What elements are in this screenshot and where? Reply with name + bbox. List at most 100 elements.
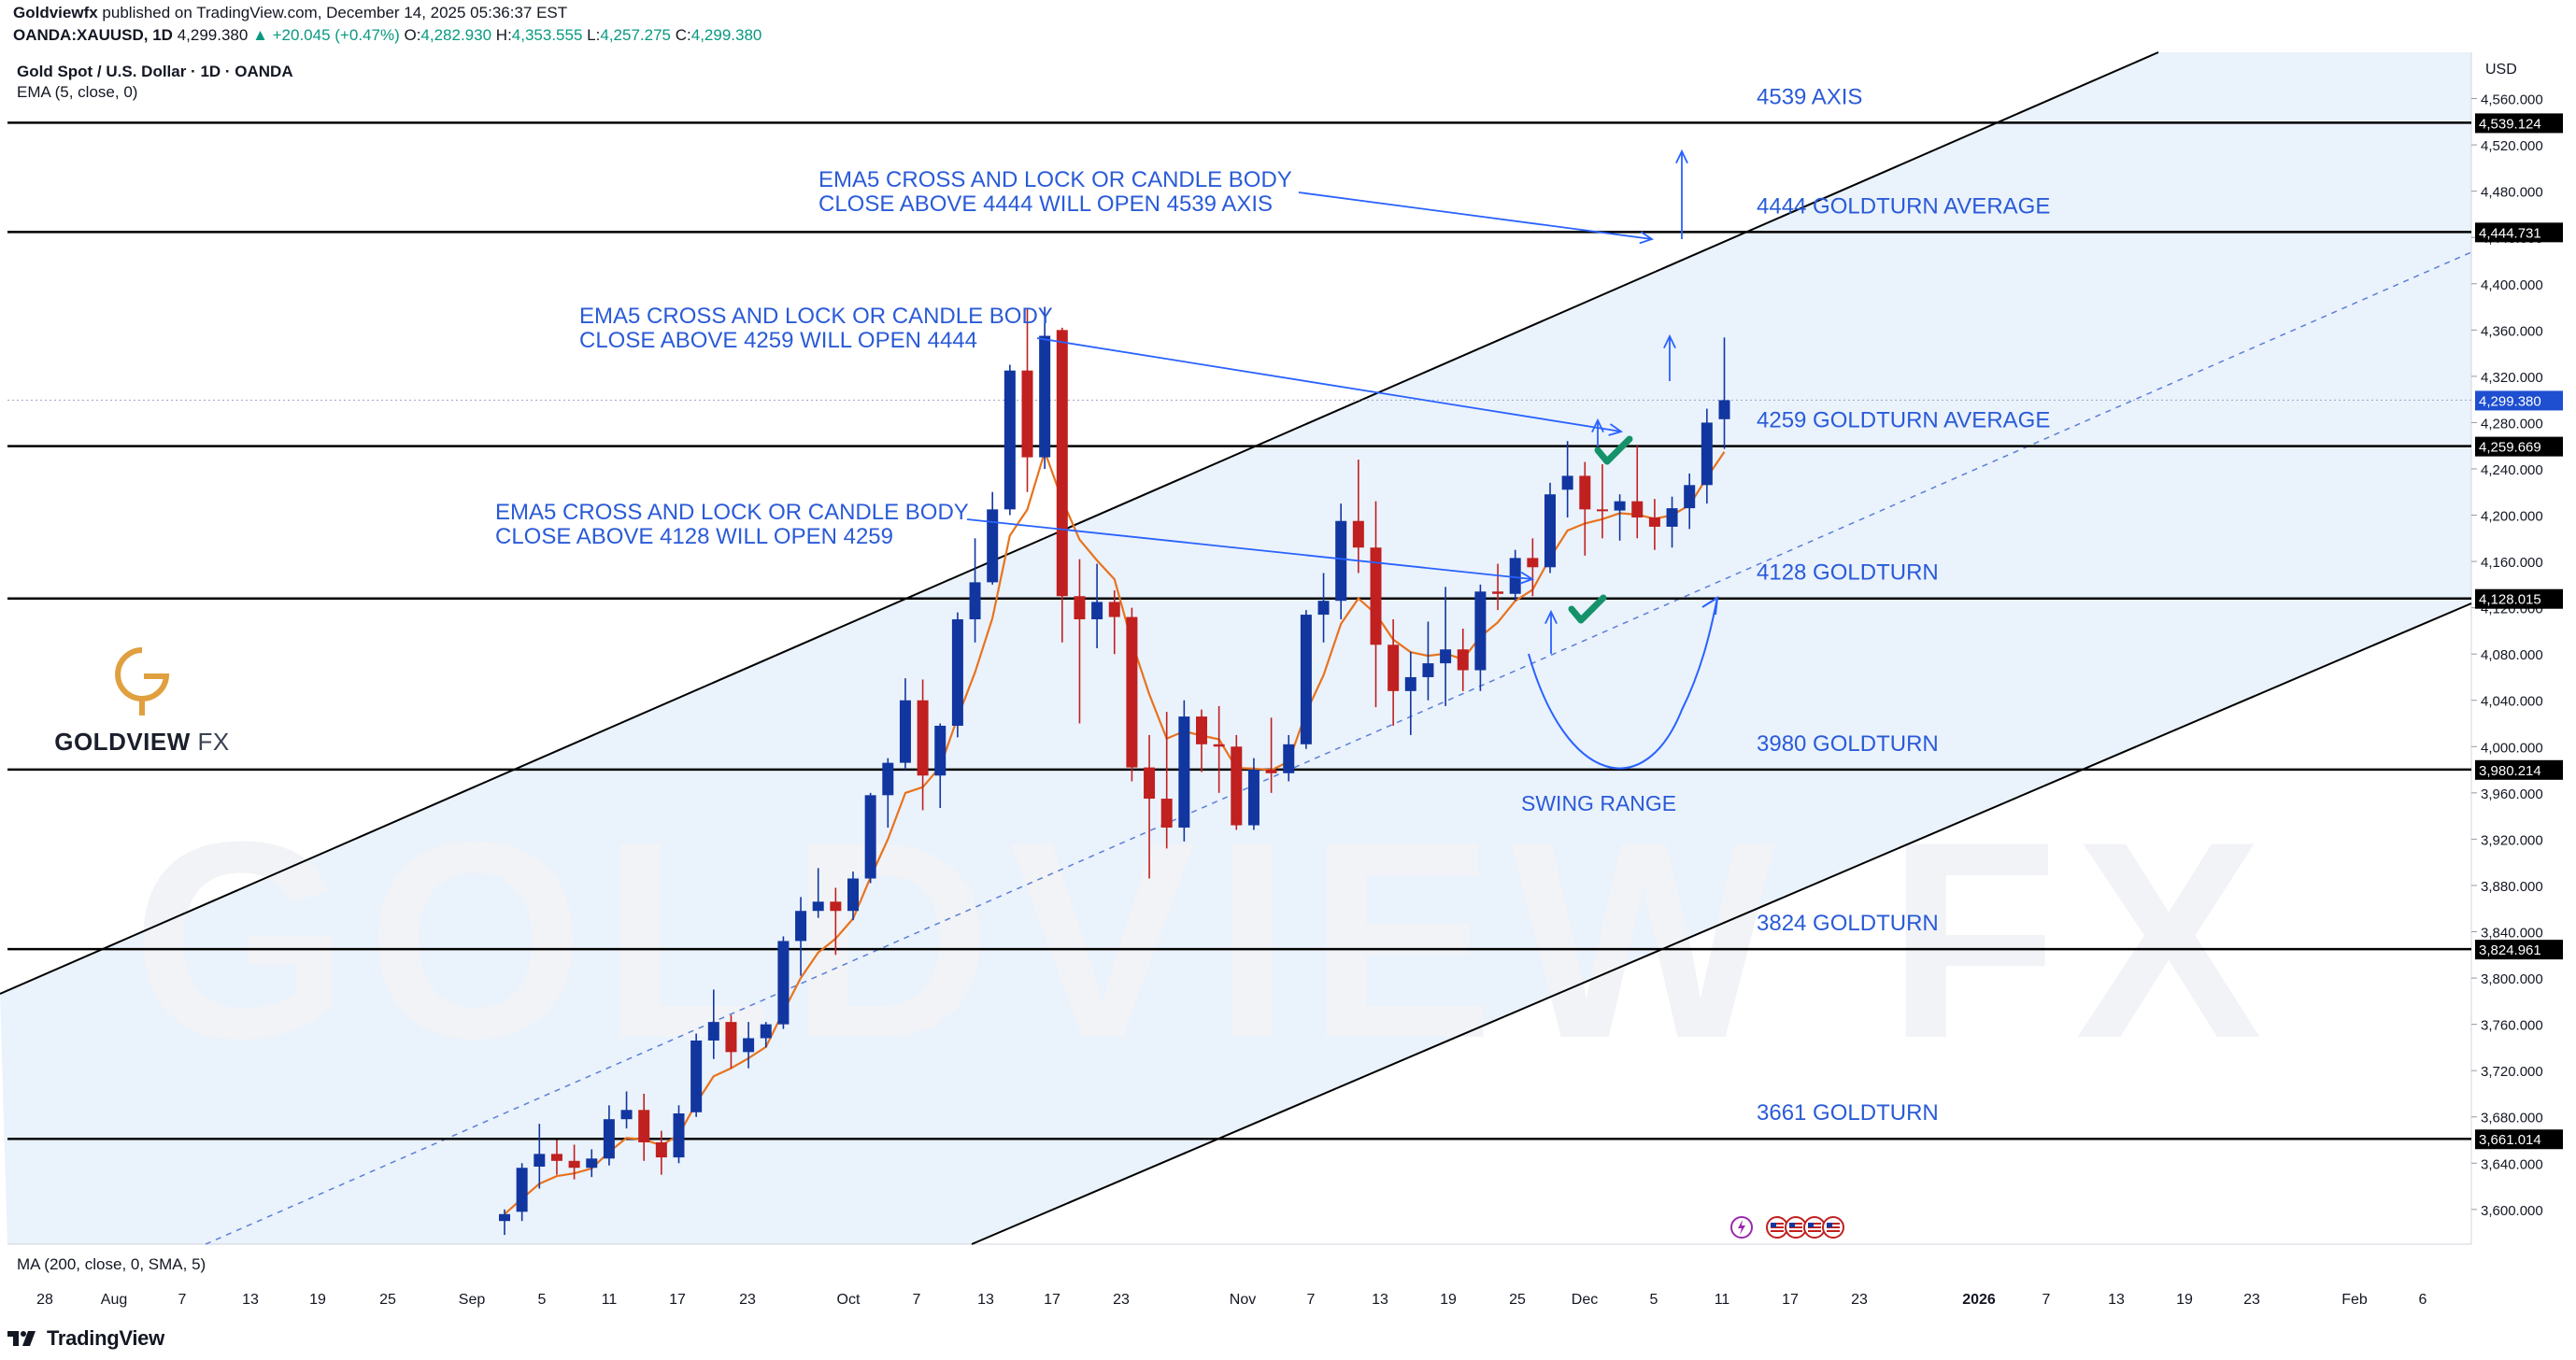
channel-lower-line (971, 602, 2472, 1245)
chart-legend: Gold Spot / U.S. Dollar · 1D · OANDA EMA… (17, 62, 293, 103)
tradingview-wordmark[interactable]: TradingView (47, 1326, 164, 1350)
candle-body-38 (1160, 799, 1173, 829)
candle-body-26 (951, 619, 963, 727)
candle-body-50 (1370, 547, 1382, 645)
level-label-4: 3980 GOLDTURN (1757, 731, 1939, 757)
x-tick-label-26: 2026 (1962, 1292, 1996, 1308)
channel-mid-line (205, 251, 2472, 1245)
tradingview-footer: TradingView (7, 1325, 164, 1353)
low-label: L: (587, 26, 601, 44)
open-value: 4,282.930 (420, 26, 492, 44)
candle-body-12 (707, 1022, 719, 1041)
note-2-line2: CLOSE ABOVE 4128 WILL OPEN 4259 (495, 524, 893, 549)
y-tick-label-20: 3,760.000 (2481, 1018, 2543, 1034)
candle-body-27 (969, 582, 981, 620)
candle-body-28 (987, 509, 999, 583)
legend-ema[interactable]: EMA (5, close, 0) (17, 83, 138, 101)
level-label-5: 3824 GOLDTURN (1757, 911, 1939, 936)
note-1-line2: CLOSE ABOVE 4259 WILL OPEN 4444 (579, 328, 977, 353)
ma-legend[interactable]: MA (200, close, 0, SMA, 5) (17, 1255, 206, 1273)
candle-body-66 (1648, 517, 1660, 527)
currency-label[interactable]: USD (2485, 62, 2517, 78)
symbol-label: OANDA:XAUUSD, 1D (13, 26, 173, 44)
us-flag-events-icon[interactable] (1764, 1214, 1848, 1240)
y-tick-label-13: 4,040.000 (2481, 694, 2543, 710)
candle-body-55 (1457, 649, 1469, 671)
close-value: 4,299.380 (690, 26, 762, 44)
candle-body-30 (1021, 370, 1033, 458)
price-label-0: 4,539.124 (2479, 116, 2541, 132)
note-0-line2: CLOSE ABOVE 4444 WILL OPEN 4539 AXIS (818, 191, 1273, 217)
open-label: O: (404, 26, 421, 44)
publisher-name[interactable]: Goldviewfx (13, 4, 98, 21)
price-label-1: 4,444.731 (2479, 225, 2541, 241)
price-label-bg-3 (2475, 436, 2563, 457)
y-tick-label-2: 4,480.000 (2481, 185, 2543, 201)
level-label-0: 4539 AXIS (1757, 84, 1862, 109)
y-tick-label-21: 3,720.000 (2481, 1064, 2543, 1080)
price-change: ▲ +20.045 (+0.47%) (252, 26, 400, 44)
candle-body-16 (777, 941, 790, 1025)
y-tick-label-15: 3,960.000 (2481, 786, 2543, 802)
check-mark-lower (1568, 594, 1607, 624)
last-price: 4,299.380 (177, 26, 249, 44)
x-tick-label-14: 17 (1044, 1292, 1060, 1308)
legend-title[interactable]: Gold Spot / U.S. Dollar · 1D · OANDA (17, 63, 293, 80)
candle-body-14 (743, 1038, 755, 1053)
level-label-2: 4259 GOLDTURN AVERAGE (1757, 408, 2050, 433)
goldview-logo-icon (115, 647, 170, 715)
x-tick-label-6: Sep (459, 1292, 486, 1308)
candle-body-57 (1492, 591, 1504, 594)
note-arrow-4259-head (1519, 571, 1535, 585)
x-tick-label-25: 23 (1851, 1292, 1868, 1308)
candle-body-24 (917, 700, 929, 776)
level-label-1: 4444 GOLDTURN AVERAGE (1757, 193, 2050, 219)
level-label-3: 4128 GOLDTURN (1757, 560, 1939, 586)
y-tick-label-12: 4,080.000 (2481, 647, 2543, 663)
candle-body-22 (882, 762, 894, 796)
candle-body-18 (812, 901, 824, 912)
price-label-bg-7 (2475, 1129, 2563, 1150)
x-tick-label-18: 13 (1372, 1292, 1388, 1308)
candle-body-70 (1718, 400, 1730, 419)
y-tick-label-19: 3,800.000 (2481, 971, 2543, 987)
x-tick-label-15: 23 (1113, 1292, 1130, 1308)
candle-body-39 (1178, 716, 1190, 829)
tradingview-logo-icon[interactable] (7, 1329, 39, 1348)
candle-body-42 (1231, 746, 1243, 826)
candle-body-61 (1561, 475, 1573, 490)
x-tick-label-21: Dec (1572, 1292, 1598, 1308)
up-arrow-4444-head (1663, 333, 1676, 348)
candle-body-11 (690, 1040, 703, 1112)
y-tick-label-7: 4,280.000 (2481, 416, 2543, 432)
candle-body-8 (638, 1110, 650, 1142)
up-arrow-small-1-head (1544, 609, 1558, 624)
low-value: 4,257.275 (600, 26, 671, 44)
watermark-text: GOLDVIEW FX (132, 783, 2279, 1097)
x-tick-label-9: 17 (669, 1292, 686, 1308)
price-label-bg-2 (2475, 390, 2563, 411)
published-text: published on TradingView.com, December 1… (102, 4, 568, 21)
x-tick-label-30: 23 (2243, 1292, 2260, 1308)
candle-body-65 (1631, 501, 1644, 518)
note-arrow-4539 (1298, 191, 1653, 240)
candle-body-69 (1701, 422, 1713, 486)
y-tick-label-0: 4,560.000 (2481, 92, 2543, 108)
channel-fill (0, 52, 2471, 1244)
candle-body-45 (1283, 744, 1295, 773)
y-tick-label-23: 3,640.000 (2481, 1156, 2543, 1172)
swing-range-arrowhead (1701, 596, 1719, 616)
check-mark-upper (1594, 435, 1633, 465)
candle-body-63 (1596, 509, 1608, 512)
lightning-event-icon[interactable] (1729, 1214, 1755, 1240)
candle-body-64 (1614, 501, 1626, 511)
x-tick-label-32: 6 (2419, 1292, 2427, 1308)
x-tick-label-8: 11 (602, 1292, 618, 1308)
x-tick-label-11: Oct (837, 1292, 861, 1308)
price-label-bg-5 (2475, 759, 2563, 780)
x-tick-label-10: 23 (739, 1292, 756, 1308)
candle-body-54 (1440, 649, 1452, 664)
x-tick-label-16: Nov (1230, 1292, 1256, 1308)
price-label-4: 4,128.015 (2479, 592, 2541, 608)
